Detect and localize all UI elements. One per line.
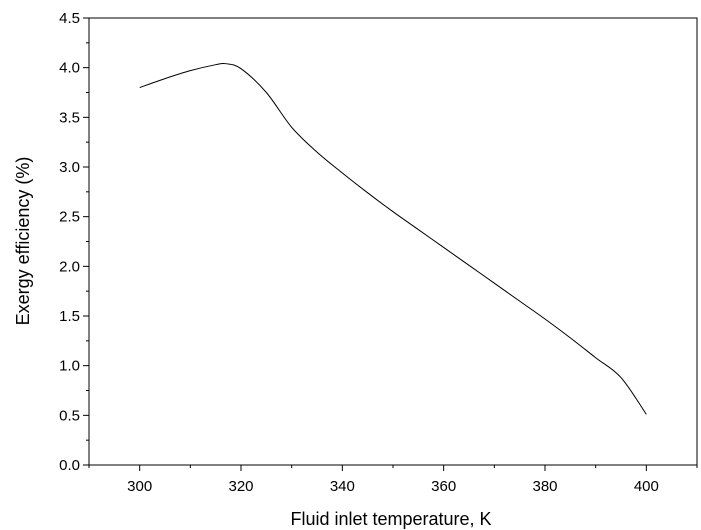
x-tick-label: 340	[330, 478, 355, 495]
y-tick-label: 3.5	[59, 109, 80, 126]
y-tick-label: 1.0	[59, 358, 80, 375]
y-tick-label: 0.5	[59, 407, 80, 424]
plot-area-border	[88, 17, 698, 466]
y-tick-label: 4.0	[59, 60, 80, 77]
x-tick-label: 400	[634, 478, 659, 495]
y-tick-label: 0.0	[59, 457, 80, 474]
y-tick-label: 3.0	[59, 159, 80, 176]
series-line	[139, 62, 647, 415]
x-axis: 300 320 340 360 380 400	[88, 465, 698, 495]
y-tick-label: 2.5	[59, 209, 80, 226]
x-tick-label: 380	[532, 478, 557, 495]
x-tick-label: 360	[431, 478, 456, 495]
x-axis-title: Fluid inlet temperature, K	[290, 509, 491, 529]
y-tick-label: 1.5	[59, 308, 80, 325]
y-tick-label: 2.0	[59, 258, 80, 275]
x-tick-label: 320	[228, 478, 253, 495]
plot-frame	[88, 17, 698, 466]
y-tick-label: 4.5	[59, 10, 80, 27]
y-axis: 0.0 0.5 1.0 1.5 2.0 2.5 3.0 3.5 4.0 4.5	[59, 10, 89, 474]
x-tick-label: 300	[127, 478, 152, 495]
series-layer	[139, 62, 647, 415]
y-axis-title: Exergy efficiency (%)	[13, 157, 33, 326]
